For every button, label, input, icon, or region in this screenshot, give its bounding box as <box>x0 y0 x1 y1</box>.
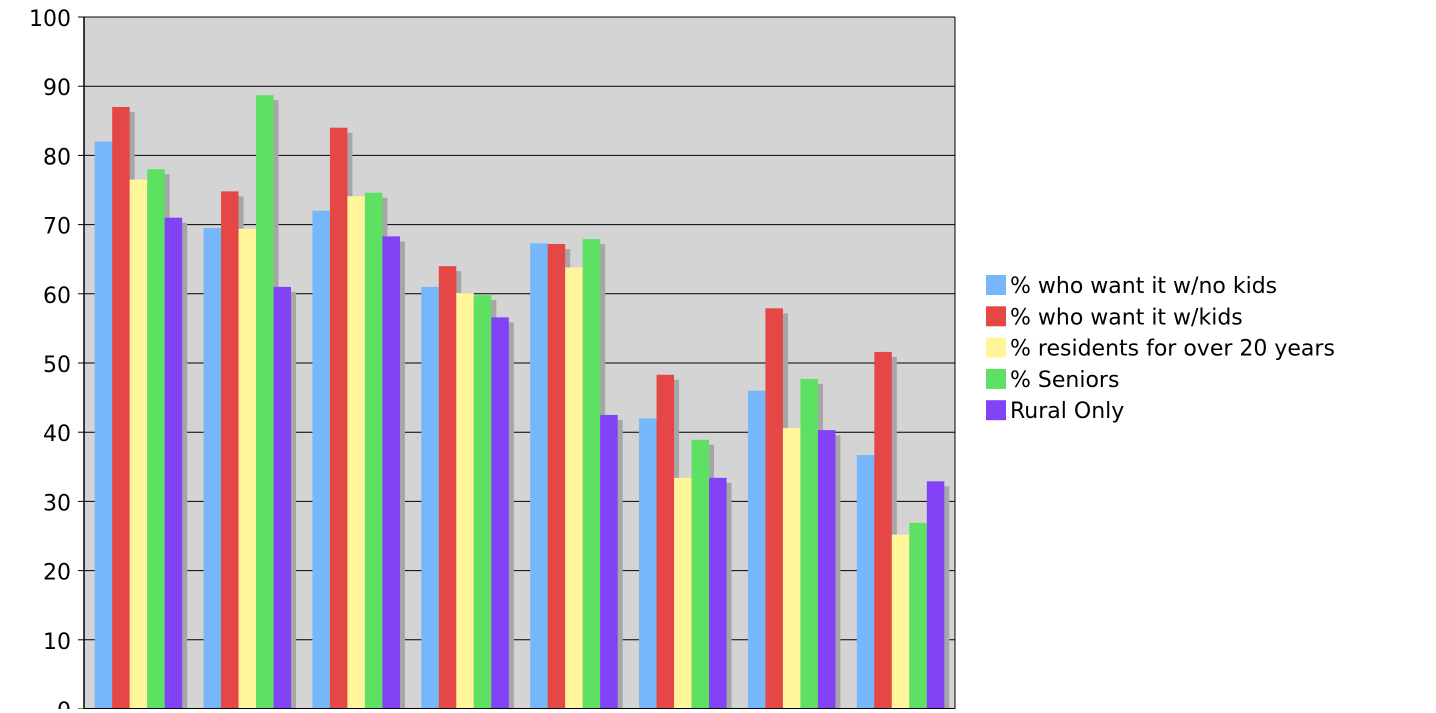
bar <box>312 210 330 709</box>
bar <box>112 106 130 709</box>
bar <box>547 243 566 709</box>
legend-label: % who want it w/kids <box>1010 305 1243 330</box>
bar <box>656 374 675 709</box>
y-tick-label: 90 <box>43 76 71 101</box>
legend-swatch <box>986 275 1006 295</box>
legend-label: Rural Only <box>1010 399 1124 424</box>
bar <box>691 439 710 709</box>
bar <box>421 286 439 709</box>
bar <box>600 414 618 709</box>
bar <box>491 317 509 709</box>
legend-swatch <box>986 337 1006 358</box>
bar <box>530 243 548 709</box>
bar <box>782 428 801 709</box>
bar <box>164 217 183 709</box>
bar <box>256 95 274 710</box>
bar <box>800 378 818 709</box>
legend: % who want it w/no kids % who want it w/k… <box>986 274 1335 424</box>
y-tick-label: 60 <box>43 284 71 309</box>
bar <box>639 418 657 709</box>
bar <box>364 192 383 709</box>
bar <box>221 191 239 709</box>
bars <box>94 95 945 710</box>
bar <box>709 477 727 709</box>
y-tick-label: 70 <box>43 215 71 240</box>
bar <box>329 127 348 710</box>
bar <box>817 430 836 709</box>
bar <box>347 196 365 709</box>
y-tick-label: 40 <box>43 422 71 447</box>
bar <box>203 228 222 709</box>
y-tick-label: 10 <box>43 630 71 655</box>
bar <box>747 390 766 709</box>
bar <box>926 481 945 709</box>
bar <box>382 236 400 709</box>
legend-swatch <box>986 400 1006 421</box>
bar <box>94 141 113 709</box>
bar <box>147 169 165 710</box>
y-axis-ticks: 0 10 20 30 40 50 60 70 80 90 100 <box>29 7 84 713</box>
bar <box>438 266 457 709</box>
bar <box>582 239 601 709</box>
bar <box>856 455 875 709</box>
bar <box>456 293 474 709</box>
bar <box>473 295 492 709</box>
bar <box>129 179 148 709</box>
bar <box>874 351 892 709</box>
y-tick-label: 80 <box>43 145 71 170</box>
legend-label: % Seniors <box>1010 368 1119 393</box>
bar <box>891 534 910 709</box>
legend-label: % who want it w/no kids <box>1010 274 1277 299</box>
y-tick-label: 100 <box>29 7 71 32</box>
legend-label: % residents for over 20 years <box>1010 337 1335 362</box>
y-tick-label: 30 <box>43 491 71 516</box>
bar <box>238 228 257 709</box>
legend-swatch <box>986 306 1006 327</box>
bar <box>674 477 692 709</box>
bar <box>909 522 927 709</box>
y-tick-label: 0 <box>57 699 71 709</box>
legend-swatch <box>986 368 1006 389</box>
y-tick-label: 20 <box>43 561 71 586</box>
y-tick-label: 50 <box>43 353 71 378</box>
bar <box>565 267 583 709</box>
bar <box>765 308 783 709</box>
bar <box>273 286 292 709</box>
